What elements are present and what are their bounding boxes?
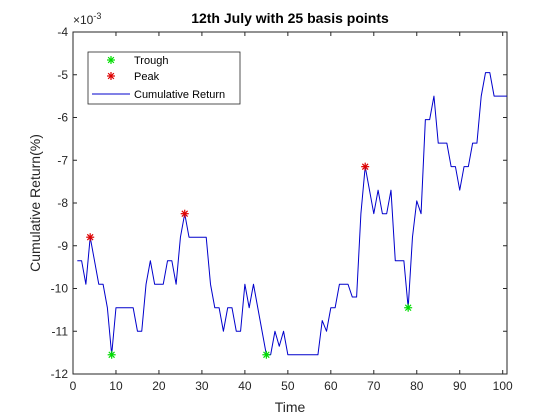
trough-point [404,303,413,312]
y-tick-label: -9 [57,239,68,253]
trough-point [262,350,271,359]
legend-marker-trough [107,56,115,64]
y-tick-label: -7 [57,153,68,167]
legend-marker-peak [107,72,115,80]
chart-title: 12th July with 25 basis points [191,10,389,26]
series-layer [77,72,507,359]
x-tick-label: 20 [152,379,166,393]
y-tick-label: -11 [52,324,69,338]
peak-point [86,233,95,242]
x-tick-label: 10 [109,379,123,393]
x-tick-label: 90 [453,379,467,393]
x-tick-label: 0 [70,379,77,393]
trough-point [107,350,116,359]
y-tick-label: -10 [51,282,69,296]
legend-label-peak: Peak [134,71,160,83]
legend-star-peak [107,72,115,80]
x-tick-label: 50 [281,379,295,393]
y-axis-label: Cumulative Return(%) [27,134,43,272]
x-tick-label: 70 [367,379,381,393]
y-tick-label: -12 [51,367,69,381]
y-tick-label: -8 [57,196,68,210]
x-axis-label: Time [275,399,306,415]
x-tick-label: 40 [238,379,252,393]
x-tick-label: 30 [195,379,209,393]
legend-label-cumulative-return: Cumulative Return [134,89,225,101]
y-tick-label: -4 [57,25,68,39]
legend-star-trough [107,56,115,64]
y-tick-label: -5 [57,68,68,82]
y-tick-label: -6 [57,111,68,125]
x-tick-label: 60 [324,379,338,393]
legend: Trough Peak Cumulative Return [87,51,241,105]
x-axis: 0 10 20 30 40 50 60 70 80 90 100 [70,32,513,393]
x-tick-label: 80 [410,379,424,393]
peak-point [361,162,370,171]
legend-label-trough: Trough [134,55,168,67]
series-line-cumulative-return [77,72,507,356]
x-tick-label: 100 [493,379,513,393]
y-axis: -12 -11 -10 -9 -8 -7 -6 -5 -4 [51,25,507,381]
peak-point [180,209,189,218]
y-exponent-label: ×10-3 [73,11,101,27]
